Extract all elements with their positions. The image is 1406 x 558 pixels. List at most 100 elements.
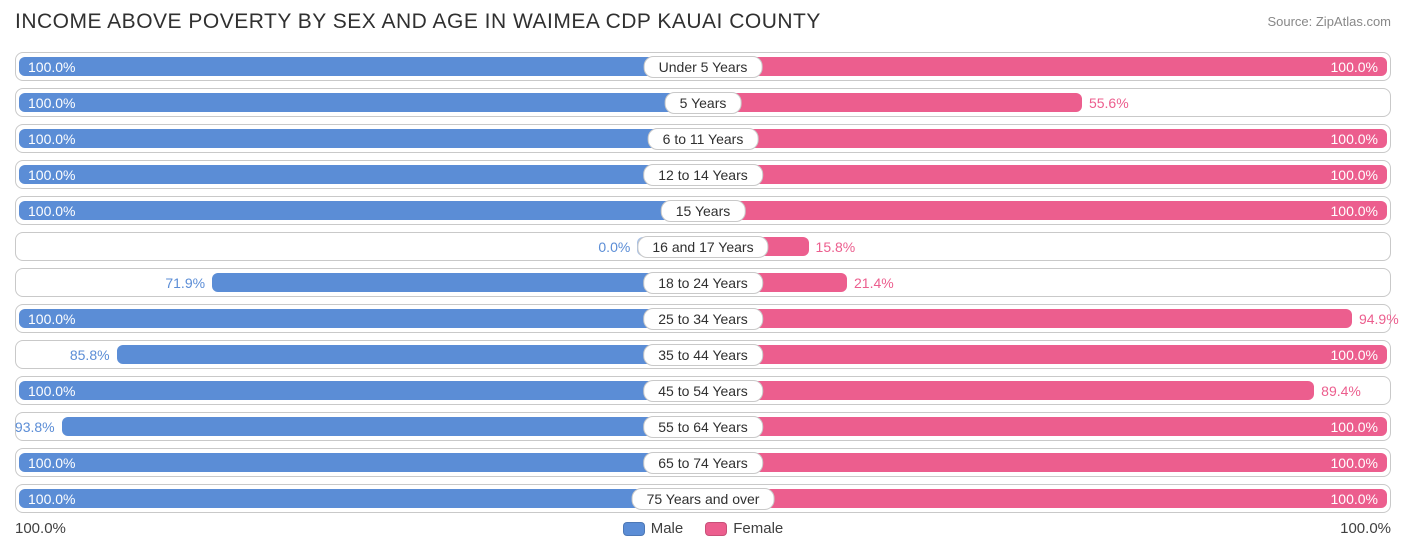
category-label: 55 to 64 Years	[643, 416, 763, 438]
female-swatch-icon	[705, 522, 727, 536]
male-half: 100.0%	[16, 125, 703, 152]
female-bar	[706, 129, 1387, 148]
diverging-bar-chart: 100.0%100.0%Under 5 Years100.0%55.6%5 Ye…	[15, 52, 1391, 513]
male-half: 71.9%	[16, 269, 703, 296]
chart-row: 71.9% 21.4% 18 to 24 Years	[15, 268, 1391, 297]
category-label: Under 5 Years	[644, 56, 763, 78]
axis-max-right: 100.0%	[1340, 520, 1391, 537]
male-bar	[62, 417, 700, 436]
category-label: 35 to 44 Years	[643, 344, 763, 366]
chart-row: 100.0% 100.0% 75 Years and over	[15, 484, 1391, 513]
female-half: 21.4%	[703, 269, 1390, 296]
female-bar	[706, 57, 1387, 76]
female-half: 100.0%	[703, 125, 1390, 152]
category-label: 15 Years	[661, 200, 746, 222]
male-bar	[19, 93, 700, 112]
female-value-label: 21.4%	[854, 275, 894, 291]
category-label: 16 and 17 Years	[637, 236, 768, 258]
female-half: 89.4%	[703, 377, 1390, 404]
chart-footer: 100.0% Male Female 100.0%	[15, 520, 1391, 537]
male-bar	[19, 165, 700, 184]
female-value-label: 15.8%	[816, 239, 856, 255]
male-half: 100.0%	[16, 449, 703, 476]
chart-row: 100.0%89.4%45 to 54 Years	[15, 376, 1391, 405]
female-half: 100.0%	[703, 341, 1390, 368]
female-value-label: 94.9%	[1359, 311, 1399, 327]
female-half: 100.0%	[703, 161, 1390, 188]
legend: Male Female	[66, 520, 1340, 537]
male-value-label: 93.8%	[15, 419, 55, 435]
male-half: 100.0%	[16, 485, 703, 512]
chart-row: 100.0% 100.0% 15 Years	[15, 196, 1391, 225]
female-half: 100.0%	[703, 197, 1390, 224]
category-label: 6 to 11 Years	[648, 128, 759, 150]
female-half: 100.0%	[703, 449, 1390, 476]
male-value-label: 100.0%	[28, 455, 75, 471]
female-bar	[706, 93, 1082, 112]
male-bar	[19, 489, 700, 508]
chart-row: 100.0%100.0%65 to 74 Years	[15, 448, 1391, 477]
female-value-label: 100.0%	[1331, 59, 1378, 75]
male-bar	[19, 309, 700, 328]
male-half: 100.0%	[16, 305, 703, 332]
female-half: 100.0%	[703, 53, 1390, 80]
male-value-label: 100.0%	[28, 167, 75, 183]
female-half: 15.8%	[703, 233, 1390, 260]
chart-title: INCOME ABOVE POVERTY BY SEX AND AGE IN W…	[15, 10, 821, 34]
male-value-label: 100.0%	[28, 203, 75, 219]
female-value-label: 100.0%	[1331, 491, 1378, 507]
chart-header: INCOME ABOVE POVERTY BY SEX AND AGE IN W…	[15, 10, 1391, 34]
category-label: 5 Years	[665, 92, 742, 114]
male-half: 93.8%	[16, 413, 703, 440]
category-label: 25 to 34 Years	[643, 308, 763, 330]
legend-item-female: Female	[705, 520, 783, 537]
female-value-label: 100.0%	[1331, 203, 1378, 219]
chart-row: 100.0%100.0%Under 5 Years	[15, 52, 1391, 81]
male-bar	[212, 273, 700, 292]
male-value-label: 100.0%	[28, 131, 75, 147]
female-half: 94.9%	[703, 305, 1390, 332]
female-bar	[706, 453, 1387, 472]
male-value-label: 85.8%	[70, 347, 110, 363]
male-value-label: 100.0%	[28, 383, 75, 399]
chart-row: 85.8% 100.0% 35 to 44 Years	[15, 340, 1391, 369]
male-value-label: 0.0%	[598, 239, 630, 255]
chart-row: 100.0%94.9%25 to 34 Years	[15, 304, 1391, 333]
chart-row: 100.0% 100.0% 12 to 14 Years	[15, 160, 1391, 189]
category-label: 12 to 14 Years	[643, 164, 763, 186]
female-bar	[706, 417, 1387, 436]
male-half: 0.0%	[16, 233, 703, 260]
chart-row: 0.0% 15.8% 16 and 17 Years	[15, 232, 1391, 261]
female-value-label: 89.4%	[1321, 383, 1361, 399]
legend-item-male: Male	[623, 520, 684, 537]
female-half: 55.6%	[703, 89, 1390, 116]
female-value-label: 100.0%	[1331, 167, 1378, 183]
chart-source: Source: ZipAtlas.com	[1267, 10, 1391, 29]
male-half: 100.0%	[16, 161, 703, 188]
male-half: 100.0%	[16, 89, 703, 116]
male-swatch-icon	[623, 522, 645, 536]
axis-max-left: 100.0%	[15, 520, 66, 537]
male-half: 100.0%	[16, 53, 703, 80]
female-bar	[706, 201, 1387, 220]
chart-row: 100.0%100.0%6 to 11 Years	[15, 124, 1391, 153]
female-bar	[706, 489, 1387, 508]
female-value-label: 100.0%	[1331, 347, 1378, 363]
female-bar	[706, 345, 1387, 364]
legend-label-female: Female	[733, 520, 783, 537]
category-label: 18 to 24 Years	[643, 272, 763, 294]
legend-label-male: Male	[651, 520, 684, 537]
category-label: 75 Years and over	[632, 488, 775, 510]
chart-row: 93.8% 100.0%55 to 64 Years	[15, 412, 1391, 441]
female-value-label: 100.0%	[1331, 455, 1378, 471]
chart-row: 100.0% 55.6%5 Years	[15, 88, 1391, 117]
female-bar	[706, 165, 1387, 184]
male-half: 100.0%	[16, 377, 703, 404]
female-bar	[706, 381, 1314, 400]
male-bar	[19, 453, 700, 472]
female-half: 100.0%	[703, 413, 1390, 440]
male-value-label: 100.0%	[28, 95, 75, 111]
male-value-label: 100.0%	[28, 491, 75, 507]
male-bar	[19, 129, 700, 148]
male-value-label: 71.9%	[165, 275, 205, 291]
